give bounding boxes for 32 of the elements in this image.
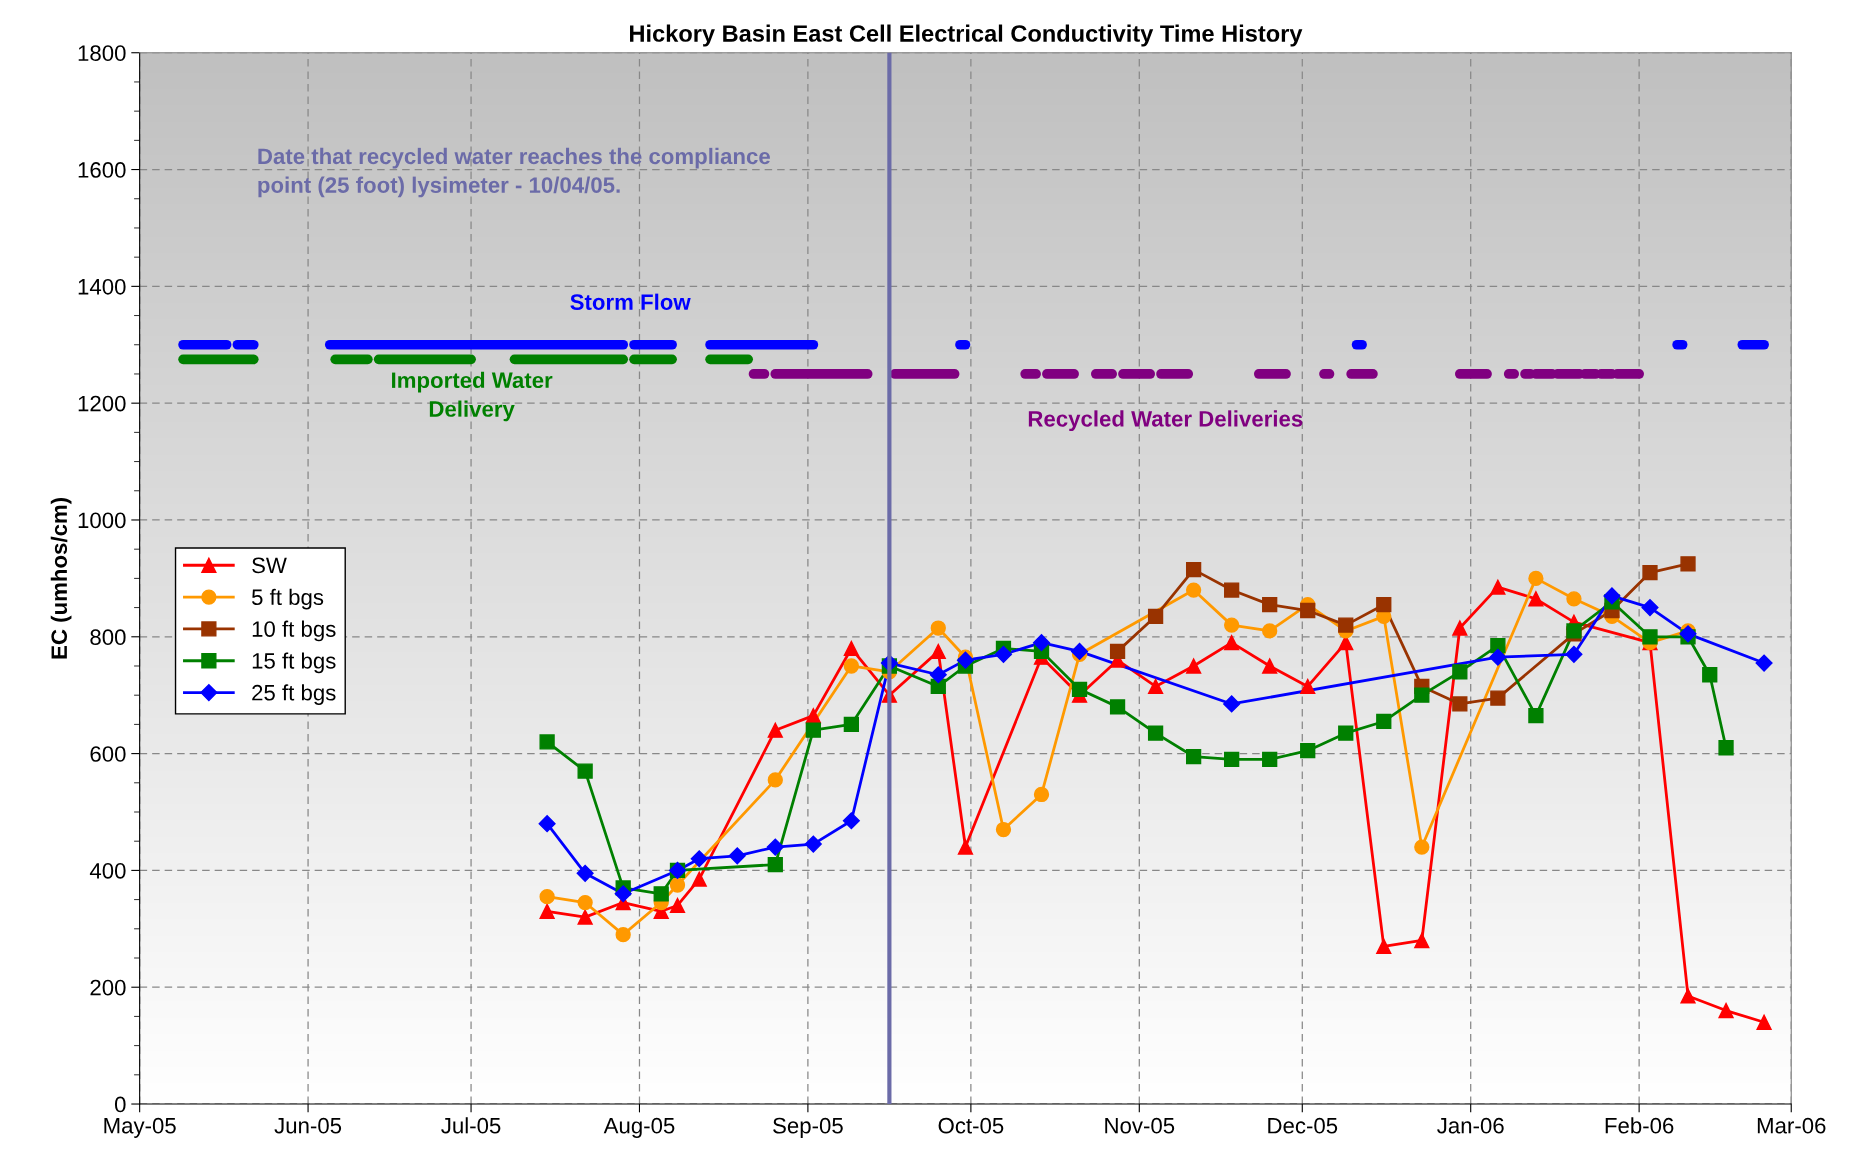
x-tick-label: Dec-05 xyxy=(1268,1117,1338,1134)
y-tick-label: 1200 xyxy=(78,395,126,412)
annotation: Date that recycled water reaches the compliance point (25 foot) lysimeter - 10/04/05. xyxy=(258,147,770,198)
y-axis-title: EC (umhos/cm) xyxy=(50,498,72,659)
chart-title: Hickory Basin East Cell Electrical Conductivity Time History xyxy=(630,24,1303,47)
y-tick-label: 400 xyxy=(89,862,126,879)
x-tick-label: Jun-05 xyxy=(274,1117,342,1134)
annotation: Recycled Water Deliveries xyxy=(1028,410,1303,432)
y-tick-label: 1600 xyxy=(78,162,126,178)
y-tick-label: 1000 xyxy=(78,512,126,529)
y-tick-label: 600 xyxy=(90,746,126,762)
annotation: Imported Water Delivery xyxy=(392,371,553,422)
legend-label: SW xyxy=(252,557,287,574)
legend-label: 5 ft bgs xyxy=(251,588,324,610)
x-tick-label: Mar-06 xyxy=(1757,1117,1826,1134)
y-tick-label: 1400 xyxy=(78,278,126,295)
x-tick-label: Aug-05 xyxy=(603,1117,675,1138)
y-tick-label: 0 xyxy=(114,1096,126,1113)
x-tick-label: Jul-05 xyxy=(441,1117,501,1134)
x-tick-label: Feb-06 xyxy=(1605,1117,1674,1134)
y-tick-label: 200 xyxy=(90,979,126,996)
legend-label: 25 ft bgs xyxy=(252,684,336,705)
x-tick-label: May-05 xyxy=(104,1117,176,1138)
y-tick-label: 800 xyxy=(90,629,126,646)
annotation: Storm Flow xyxy=(570,293,691,310)
legend-label: 15 ft bgs xyxy=(252,652,336,674)
x-tick-label: Nov-05 xyxy=(1105,1117,1175,1134)
x-tick-label: Oct-05 xyxy=(938,1117,1004,1134)
x-tick-label: Jan-06 xyxy=(1437,1117,1504,1134)
legend-label: 10 ft bgs xyxy=(252,620,336,642)
x-tick-label: Sep-05 xyxy=(773,1117,843,1138)
y-tick-label: 1800 xyxy=(78,45,126,62)
